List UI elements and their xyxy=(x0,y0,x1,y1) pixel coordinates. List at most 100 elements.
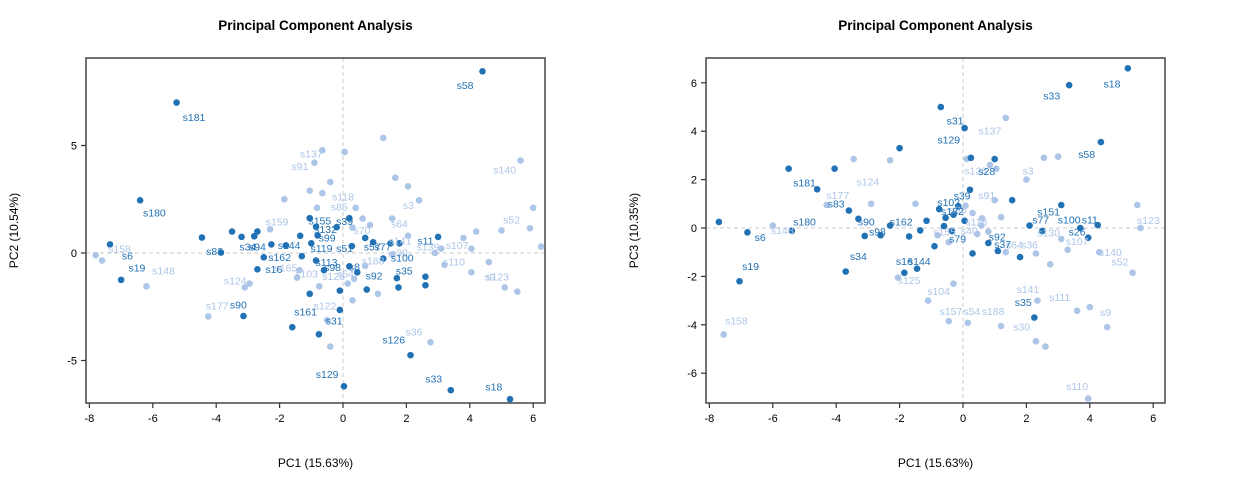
x-tick-label: -4 xyxy=(831,413,841,425)
point-label: s140 xyxy=(1099,247,1122,259)
point-label: s113 xyxy=(316,257,338,269)
data-point-light xyxy=(945,238,953,246)
data-point-light xyxy=(1137,224,1144,232)
data-point-light xyxy=(1023,176,1030,183)
data-point-dark xyxy=(254,228,261,235)
point-label: s155 xyxy=(308,215,331,227)
data-point-dark xyxy=(942,214,949,222)
data-point-light xyxy=(894,274,902,281)
data-point-dark xyxy=(1076,224,1084,232)
data-point-dark xyxy=(396,240,403,247)
point-label: s139 xyxy=(417,241,440,253)
data-point-dark xyxy=(785,165,792,173)
point-label: s165 xyxy=(275,263,298,275)
point-label: s85 xyxy=(950,204,967,216)
data-point-light xyxy=(950,280,957,287)
data-point-light xyxy=(973,230,981,238)
data-point-dark xyxy=(288,323,296,331)
data-point-light xyxy=(415,197,423,204)
point-label: s102 xyxy=(937,197,960,209)
point-label: s129 xyxy=(937,135,960,147)
y-tick-label: 5 xyxy=(71,141,77,153)
data-point-dark xyxy=(333,223,340,231)
point-label: s70 xyxy=(354,225,371,237)
data-point-dark xyxy=(1031,314,1038,321)
data-point-dark xyxy=(260,253,268,261)
data-point-light xyxy=(281,195,288,203)
point-label: s130 xyxy=(1037,227,1060,239)
y-tick-label: -6 xyxy=(687,368,697,380)
point-label: s31 xyxy=(947,116,964,128)
x-tick-label: 2 xyxy=(1023,413,1029,425)
data-point-light xyxy=(441,261,448,269)
data-point-dark xyxy=(198,234,206,241)
data-point-dark xyxy=(788,227,796,235)
data-point-dark xyxy=(940,222,948,230)
data-point-light xyxy=(1002,114,1010,122)
point-label: s34 xyxy=(850,251,867,263)
point-label: s100 xyxy=(1058,215,1081,227)
data-point-dark xyxy=(950,211,957,218)
plot-border xyxy=(85,57,546,404)
data-point-light xyxy=(1086,303,1094,311)
x-tick-label: 4 xyxy=(1087,413,1093,425)
data-point-dark xyxy=(1124,64,1132,72)
data-point-light xyxy=(1096,248,1103,256)
point-label: s158 xyxy=(725,316,748,328)
point-label: s137 xyxy=(300,149,323,161)
y-tick-label: -5 xyxy=(67,356,77,368)
data-point-light xyxy=(1040,154,1048,162)
data-point-dark xyxy=(422,281,429,289)
data-point-dark xyxy=(923,217,930,225)
data-point-dark xyxy=(1057,201,1065,209)
point-label: s28 xyxy=(978,166,995,178)
data-point-light xyxy=(537,243,545,250)
point-label: s99 xyxy=(319,232,336,244)
x-tick-label: -2 xyxy=(275,413,285,425)
point-label: s140 xyxy=(493,164,516,176)
point-label: s26 xyxy=(1069,227,1086,239)
x-tick-label: -2 xyxy=(895,413,905,425)
data-point-light xyxy=(352,204,359,212)
data-point-light xyxy=(311,159,318,166)
data-point-light xyxy=(886,156,894,164)
point-label: s83 xyxy=(206,246,223,258)
data-point-light xyxy=(517,157,524,164)
chart-title: Principal Component Analysis xyxy=(218,18,413,33)
data-point-light xyxy=(344,280,352,287)
data-point-dark xyxy=(268,241,275,248)
point-label: s124 xyxy=(857,177,880,189)
point-label: s34 xyxy=(239,241,256,253)
data-point-light xyxy=(992,165,1000,173)
chart-title: Principal Component Analysis xyxy=(838,18,1033,33)
point-label: s128 xyxy=(964,166,987,178)
data-point-light xyxy=(204,313,212,320)
data-point-dark xyxy=(306,290,314,298)
point-label: s64 xyxy=(1006,239,1023,251)
y-tick-label: 0 xyxy=(71,248,77,260)
data-point-light xyxy=(313,204,321,212)
point-label: s58 xyxy=(457,80,474,92)
y-axis-label: PC3 (10.35%) xyxy=(627,193,641,268)
data-point-dark xyxy=(831,165,838,173)
point-label: s162 xyxy=(890,216,913,228)
x-tick-label: -8 xyxy=(85,413,95,425)
data-point-light xyxy=(514,288,521,296)
point-label: s91 xyxy=(291,161,308,173)
data-point-light xyxy=(1034,297,1041,304)
point-label: s19 xyxy=(742,261,759,273)
point-label: s148 xyxy=(152,266,175,278)
point-label: s177 xyxy=(206,301,229,313)
data-point-dark xyxy=(336,306,344,314)
data-point-dark xyxy=(913,265,921,272)
data-point-light xyxy=(1064,246,1071,254)
point-label: s37 xyxy=(994,239,1011,251)
point-label: s118 xyxy=(332,192,354,204)
data-point-dark xyxy=(813,185,821,193)
data-point-dark xyxy=(845,207,853,214)
data-point-dark xyxy=(353,269,361,276)
data-point-dark xyxy=(969,250,976,257)
point-label: s77 xyxy=(374,241,391,253)
data-point-light xyxy=(241,284,249,291)
data-point-light xyxy=(472,228,480,235)
